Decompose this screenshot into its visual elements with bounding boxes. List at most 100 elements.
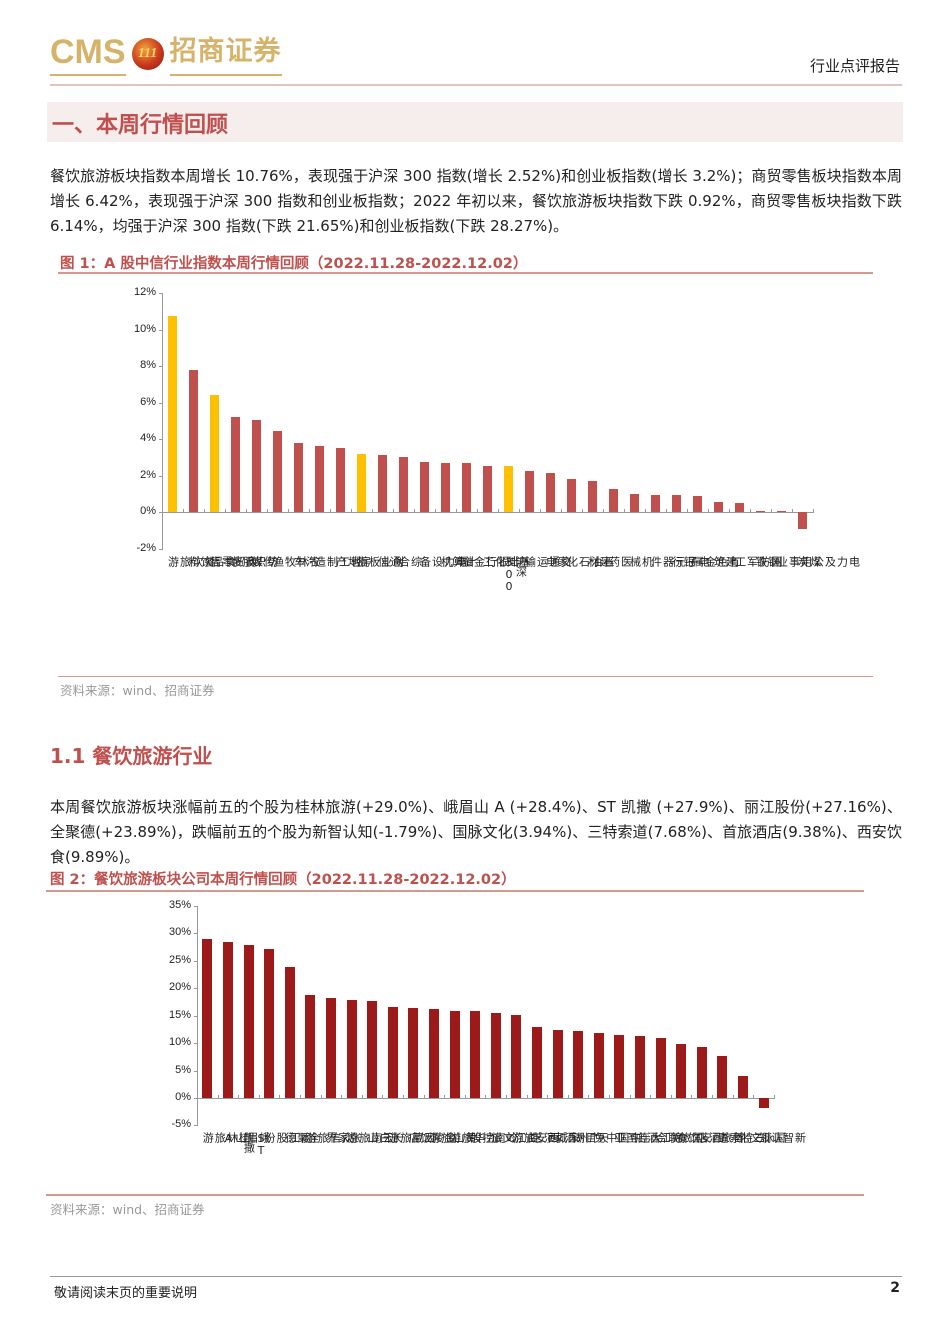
x-tick-mark — [670, 1095, 672, 1099]
bar — [696, 1046, 707, 1098]
x-category-label: 机械 — [628, 556, 654, 566]
x-category-label: 通信 — [376, 556, 402, 566]
y-tick-mark — [159, 548, 163, 550]
y-tick-mark — [194, 988, 198, 990]
y-tick-mark — [194, 960, 198, 962]
bar — [672, 495, 681, 512]
y-tick-label: 4% — [140, 432, 156, 444]
x-category-label: 交通运输 — [523, 556, 573, 566]
bar — [483, 466, 492, 512]
x-tick-mark — [225, 509, 226, 513]
x-tick-mark — [238, 1095, 240, 1099]
section1-paragraph: 餐饮旅游板块指数本周增长 10.76%，表现强于沪深 300 指数(增长 2.5… — [50, 167, 902, 235]
y-tick-label: 6% — [140, 395, 156, 408]
bar — [357, 453, 366, 512]
x-tick-mark — [547, 1095, 549, 1099]
y-tick-mark — [194, 933, 198, 935]
x-category-label: 纺织服装 — [229, 556, 279, 566]
figure2-source: 资料来源：wind、招商证券 — [50, 1202, 205, 1217]
x-category-label: 丽江股份 — [263, 1132, 313, 1142]
bar — [630, 493, 639, 512]
bar — [735, 503, 744, 512]
y-axis — [162, 293, 163, 549]
x-tick-mark — [258, 1095, 260, 1099]
logo-badge-icon: 111 — [131, 38, 164, 70]
figure2-bottom-rule — [46, 1194, 864, 1196]
x-category-label: 食品饮料 — [187, 556, 237, 566]
x-category-label: 医药 — [607, 556, 633, 566]
bar — [758, 1098, 769, 1108]
bar — [798, 512, 807, 529]
bar — [490, 1012, 501, 1098]
y-tick-label: 25% — [168, 953, 191, 966]
bar — [325, 998, 336, 1098]
x-category-label: 云南旅游 — [345, 1132, 395, 1142]
bar — [399, 456, 408, 512]
x-tick-mark — [351, 509, 352, 513]
x-tick-mark — [423, 1095, 425, 1099]
section1-1-paragraph: 本周餐饮旅游板块涨幅前五的个股为桂林旅游(+29.0%)、峨眉山 A (+28.… — [50, 798, 902, 866]
x-category-label: 岭南控股 — [469, 1132, 519, 1142]
x-tick-mark — [603, 509, 604, 513]
x-category-label: 新智认知 — [757, 1132, 807, 1142]
figure1-source: 资料来源：wind、招商证券 — [60, 683, 215, 698]
x-tick-mark — [582, 509, 583, 513]
bar — [315, 445, 324, 512]
x-category-label: 宋城演艺 — [530, 1132, 580, 1142]
x-category-label: 曲江文旅 — [489, 1132, 539, 1142]
x-tick-mark — [691, 1095, 693, 1099]
y-tick-label: 8% — [140, 359, 156, 371]
x-tick-mark — [506, 1095, 507, 1099]
y-tick-mark — [194, 1098, 198, 1099]
y-tick-mark — [194, 1015, 198, 1017]
x-tick-mark — [792, 509, 793, 513]
x-category-label: 张家界 — [324, 1132, 362, 1142]
x-category-label: 创业板指 — [355, 556, 405, 566]
x-category-label: 锦江酒店 — [633, 1132, 683, 1142]
bar — [756, 510, 765, 512]
x-category-label: 银行 — [670, 556, 696, 566]
x-tick-mark — [519, 509, 520, 513]
x-tick-mark — [288, 509, 289, 513]
x-category-label: 黄山旅游 — [427, 1132, 477, 1142]
x-tick-mark — [609, 1095, 610, 1099]
x-tick-mark — [624, 509, 625, 513]
bar — [717, 1055, 728, 1098]
x-category-label: 建筑 — [712, 556, 738, 566]
bar — [609, 488, 618, 512]
page-number: 2 — [890, 1280, 900, 1296]
figure1-title: 图 1：A 股中信行业指数本周行情回顾（2022.11.28-2022.12.0… — [60, 256, 528, 272]
x-category-label: 大连圣亚 — [613, 1132, 663, 1142]
bar — [588, 480, 597, 512]
bar — [614, 1035, 625, 1098]
x-category-label: 非银行金融 — [460, 556, 522, 566]
bar — [367, 1000, 378, 1098]
bar — [336, 447, 345, 512]
bar — [737, 1076, 748, 1098]
x-category-label: 广州酒家 — [551, 1132, 601, 1142]
y-tick-label: 2% — [140, 468, 156, 481]
x-category-label: 轻工制造 — [313, 556, 363, 566]
x-category-label: 餐饮旅游 — [166, 556, 216, 566]
x-category-label: 西安旅游 — [510, 1132, 560, 1142]
bar — [573, 1030, 584, 1098]
y-tick-label: 0% — [140, 505, 156, 517]
y-tick-label: 5% — [175, 1063, 191, 1076]
bar — [511, 1015, 522, 1098]
figure2-rule — [46, 890, 864, 892]
x-tick-mark — [645, 509, 646, 513]
x-tick-mark — [393, 509, 394, 513]
x-category-label: 桂林旅游 — [201, 1132, 251, 1142]
y-tick-label: -2% — [136, 541, 156, 554]
bar — [552, 1029, 563, 1098]
x-category-label: 首旅酒店 — [695, 1132, 745, 1142]
header-divider — [50, 84, 902, 86]
bar — [714, 502, 723, 512]
figure2-title: 图 2：餐饮旅游板块公司本周行情回顾（2022.11.28-2022.12.02… — [50, 872, 516, 888]
x-tick-mark — [732, 1095, 734, 1099]
x-tick-mark — [771, 509, 772, 513]
bar — [567, 478, 576, 512]
footer-note: 敬请阅读末页的重要说明 — [54, 1286, 198, 1301]
bar — [676, 1043, 687, 1098]
x-category-label: 传媒 — [250, 556, 276, 566]
